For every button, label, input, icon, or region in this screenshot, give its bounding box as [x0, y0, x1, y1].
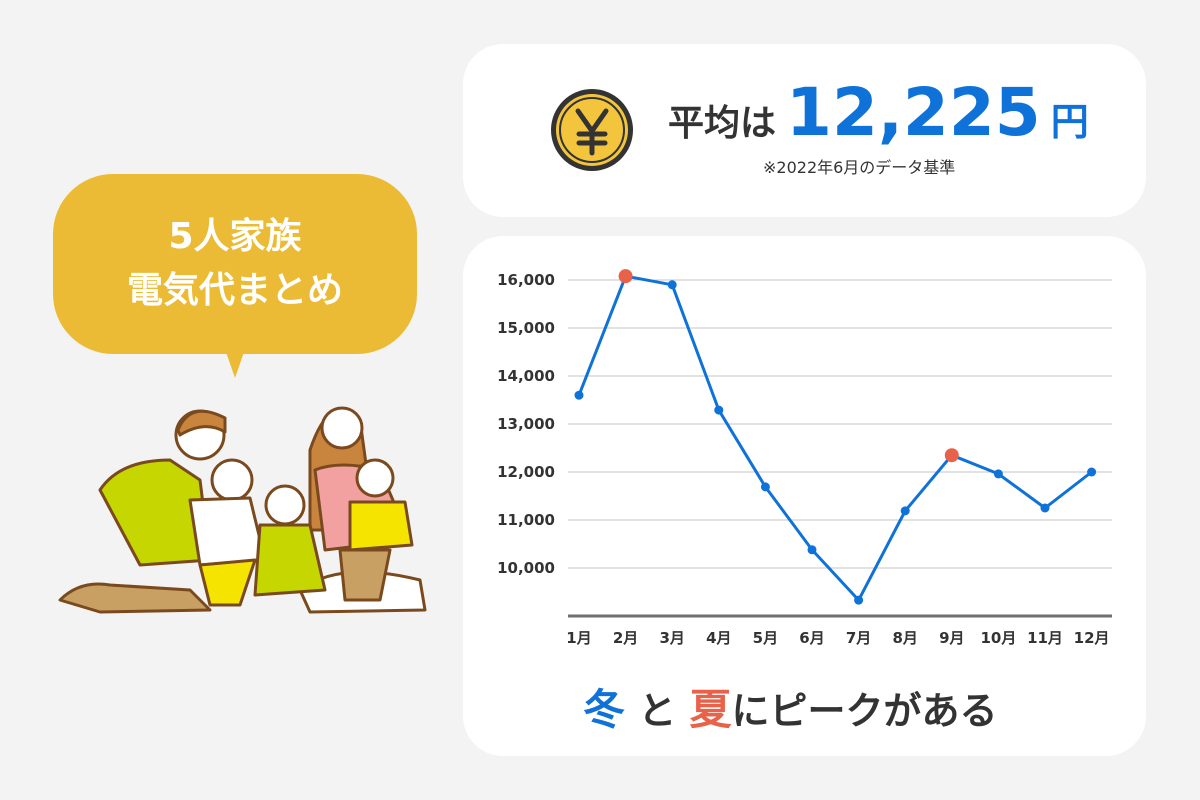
yen-coin-icon	[551, 89, 633, 171]
family-illustration	[58, 406, 427, 614]
data-point	[574, 390, 584, 400]
y-tick-label: 15,000	[497, 319, 555, 337]
data-point	[900, 506, 910, 516]
data-line	[577, 274, 1093, 602]
x-tick-label: 4月	[706, 629, 731, 647]
x-tick-label: 6月	[799, 629, 824, 647]
title-line-2: 電気代まとめ	[126, 270, 343, 311]
x-tick-label: 10月	[980, 629, 1016, 647]
x-tick-label: 7月	[846, 629, 871, 647]
bubble-tail	[226, 352, 244, 378]
caption-winter: 冬	[583, 685, 626, 734]
data-point	[1040, 503, 1050, 513]
y-tick-label: 12,000	[497, 463, 555, 481]
x-tick-label: 2月	[613, 629, 638, 647]
y-tick-label: 11,000	[497, 511, 555, 529]
average-unit: 円	[1050, 100, 1089, 144]
x-tick-label: 1月	[566, 629, 591, 647]
y-tick-label: 14,000	[497, 367, 555, 385]
data-point	[807, 545, 817, 555]
chart-card	[463, 236, 1146, 756]
x-tick-label: 11月	[1027, 629, 1063, 647]
x-tick-label: 8月	[892, 629, 917, 647]
data-point	[667, 280, 677, 290]
title-bubble: 5人家族 電気代まとめ	[53, 174, 417, 354]
data-note: ※2022年6月のデータ基準	[763, 158, 956, 177]
y-tick-label: 16,000	[497, 271, 555, 289]
caption-summer: 夏	[689, 685, 732, 734]
x-tick-label: 12月	[1074, 629, 1110, 647]
data-point	[993, 469, 1003, 479]
x-tick-label: 5月	[753, 629, 778, 647]
peak-point	[618, 269, 633, 284]
data-point	[854, 595, 864, 605]
caption-rest: にピークがある	[731, 689, 998, 733]
x-tick-label: 9月	[939, 629, 964, 647]
average-label: 平均は	[668, 103, 777, 144]
average-row: 平均は 12,225 円	[668, 80, 1089, 146]
chart-caption: 冬 と 夏にピークがある	[583, 676, 998, 737]
average-value: 12,225	[786, 74, 1041, 151]
data-point	[1087, 467, 1097, 477]
y-tick-label: 13,000	[497, 415, 555, 433]
peak-point	[944, 448, 959, 463]
data-point	[760, 482, 770, 492]
caption-and: と	[638, 689, 677, 733]
title-line-1: 5人家族	[168, 216, 302, 257]
x-tick-label: 3月	[659, 629, 684, 647]
data-point	[714, 405, 724, 415]
y-tick-label: 10,000	[497, 559, 555, 577]
